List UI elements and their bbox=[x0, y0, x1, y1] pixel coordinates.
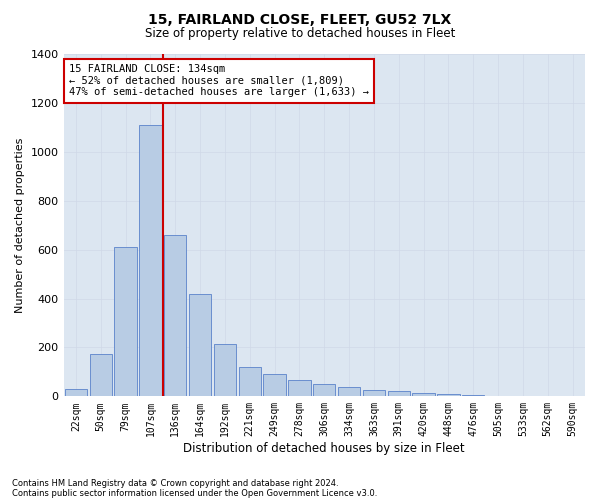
Bar bbox=[164, 235, 187, 396]
Bar bbox=[115, 247, 137, 396]
Text: 15 FAIRLAND CLOSE: 134sqm
← 52% of detached houses are smaller (1,809)
47% of se: 15 FAIRLAND CLOSE: 134sqm ← 52% of detac… bbox=[69, 64, 369, 98]
Bar bbox=[189, 294, 211, 397]
Bar bbox=[65, 389, 87, 396]
Text: Size of property relative to detached houses in Fleet: Size of property relative to detached ho… bbox=[145, 28, 455, 40]
Bar bbox=[313, 384, 335, 396]
Text: Contains public sector information licensed under the Open Government Licence v3: Contains public sector information licen… bbox=[12, 488, 377, 498]
Bar bbox=[388, 392, 410, 396]
Bar bbox=[412, 392, 435, 396]
Bar bbox=[462, 395, 484, 396]
Bar bbox=[89, 354, 112, 397]
Bar bbox=[338, 386, 360, 396]
Bar bbox=[363, 390, 385, 396]
X-axis label: Distribution of detached houses by size in Fleet: Distribution of detached houses by size … bbox=[184, 442, 465, 455]
Y-axis label: Number of detached properties: Number of detached properties bbox=[15, 138, 25, 313]
Text: Contains HM Land Registry data © Crown copyright and database right 2024.: Contains HM Land Registry data © Crown c… bbox=[12, 478, 338, 488]
Bar bbox=[437, 394, 460, 396]
Bar bbox=[288, 380, 311, 396]
Bar bbox=[263, 374, 286, 396]
Text: 15, FAIRLAND CLOSE, FLEET, GU52 7LX: 15, FAIRLAND CLOSE, FLEET, GU52 7LX bbox=[148, 12, 452, 26]
Bar bbox=[214, 344, 236, 397]
Bar bbox=[239, 367, 261, 396]
Bar bbox=[139, 125, 161, 396]
